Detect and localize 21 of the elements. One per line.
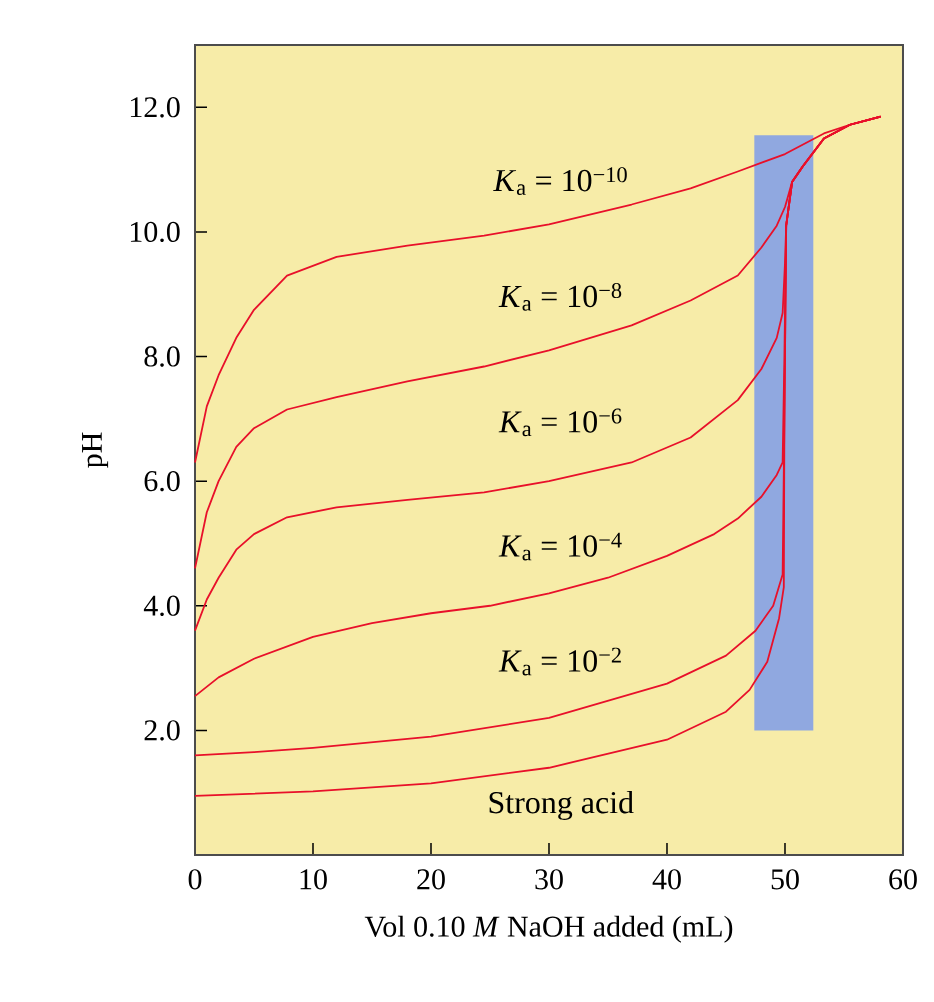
series-label: K$_{a}$ = 10$^{−2}$: [498, 647, 621, 676]
x-tick-label: 20: [417, 869, 445, 890]
y-tick-label: 6.0: [144, 470, 180, 492]
y-tick-label: 2.0: [144, 720, 180, 741]
series-label: K$_{a}$ = 10$^{−6}$: [498, 408, 622, 437]
x-axis-title: Vol 0.10 M NaOH added (mL): [364, 915, 733, 943]
y-tick-label: 10.0: [130, 221, 180, 243]
series-label: K$_{a}$ = 10$^{−4}$: [498, 532, 622, 561]
x-tick-label: 50: [771, 869, 799, 890]
series-label: K$_{a}$ = 10$^{−8}$: [498, 282, 622, 311]
y-tick-label: 12.0: [130, 97, 180, 118]
x-tick-label: 10: [300, 869, 327, 890]
y-tick-label: 4.0: [143, 595, 180, 616]
x-tick-label: 0: [188, 869, 202, 890]
x-tick-label: 40: [652, 869, 681, 890]
x-tick-label: 60: [889, 869, 917, 890]
series-label: K$_{a}$ = 10$^{−10}$: [493, 167, 627, 196]
series-label: Strong acid: [489, 790, 634, 821]
y-tick-label: 8.0: [144, 346, 180, 367]
y-axis-title: pH: [82, 432, 109, 468]
x-tick-label: 30: [535, 869, 563, 890]
